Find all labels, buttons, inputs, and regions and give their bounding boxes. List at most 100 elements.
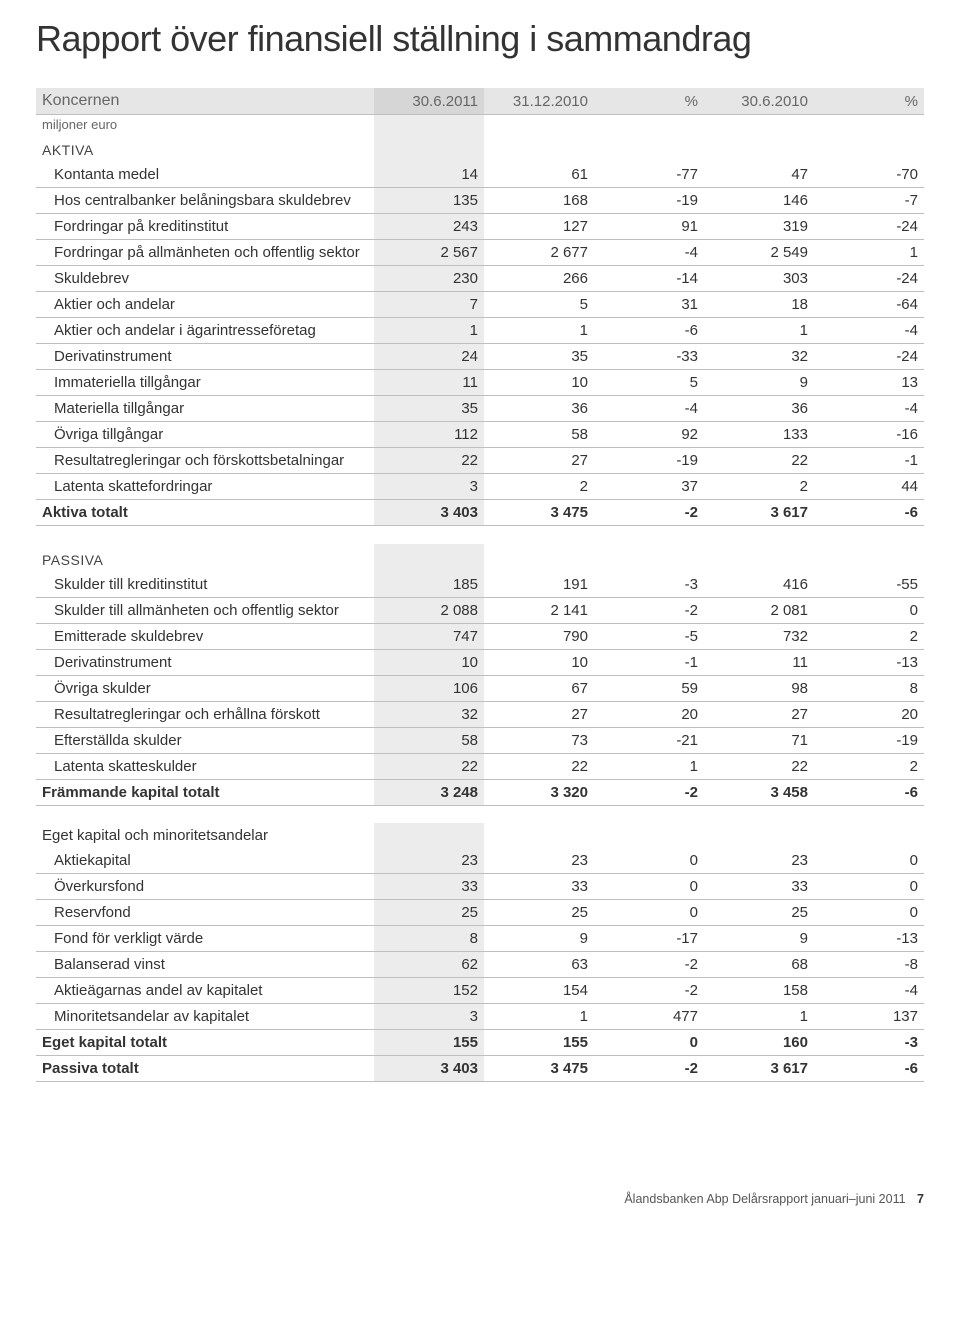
row-c2: 23 <box>484 848 594 874</box>
row-c4: 27 <box>704 701 814 727</box>
row-c4: 158 <box>704 978 814 1004</box>
row-c5: -19 <box>814 727 924 753</box>
equity-total-label: Eget kapital totalt <box>36 1030 374 1056</box>
row-c5: -24 <box>814 344 924 370</box>
row-c2: 27 <box>484 448 594 474</box>
row-c1: 185 <box>374 572 484 598</box>
row-c2: 35 <box>484 344 594 370</box>
row-c1: 14 <box>374 162 484 188</box>
aktiva-total-c1: 3 403 <box>374 500 484 526</box>
row-c4: 9 <box>704 926 814 952</box>
row-c3: -1 <box>594 649 704 675</box>
row-c3: -19 <box>594 188 704 214</box>
table-row: Efterställda skulder5873-2171-19 <box>36 727 924 753</box>
row-c1: 3 <box>374 1004 484 1030</box>
section-aktiva: AKTIVA <box>36 134 924 162</box>
passiva-grand-total-c5: -6 <box>814 1056 924 1082</box>
row-label: Materiella tillgångar <box>36 396 374 422</box>
row-c1: 106 <box>374 675 484 701</box>
row-c5: -70 <box>814 162 924 188</box>
aktiva-total-c2: 3 475 <box>484 500 594 526</box>
row-c4: 47 <box>704 162 814 188</box>
row-label: Övriga skulder <box>36 675 374 701</box>
row-c3: 477 <box>594 1004 704 1030</box>
row-c3: -77 <box>594 162 704 188</box>
table-row: Hos centralbanker belåningsbara skuldebr… <box>36 188 924 214</box>
table-row: Emitterade skuldebrev747790-57322 <box>36 623 924 649</box>
row-label: Derivatinstrument <box>36 649 374 675</box>
passiva-total-label: Främmande kapital totalt <box>36 779 374 805</box>
row-c1: 33 <box>374 874 484 900</box>
row-c4: 11 <box>704 649 814 675</box>
row-c5: 0 <box>814 848 924 874</box>
row-c1: 112 <box>374 422 484 448</box>
row-c3: 1 <box>594 753 704 779</box>
equity-total-c4: 160 <box>704 1030 814 1056</box>
row-c1: 22 <box>374 753 484 779</box>
row-label: Fond för verkligt värde <box>36 926 374 952</box>
row-label: Fordringar på allmänheten och offentlig … <box>36 240 374 266</box>
header-col3: % <box>594 88 704 115</box>
row-c1: 230 <box>374 266 484 292</box>
row-c4: 319 <box>704 214 814 240</box>
table-row: Aktieägarnas andel av kapitalet152154-21… <box>36 978 924 1004</box>
passiva-total-c4: 3 458 <box>704 779 814 805</box>
section-passiva-label: PASSIVA <box>36 544 374 572</box>
row-c2: 67 <box>484 675 594 701</box>
row-c5: -55 <box>814 572 924 598</box>
row-c4: 9 <box>704 370 814 396</box>
row-c1: 747 <box>374 623 484 649</box>
passiva-total-c5: -6 <box>814 779 924 805</box>
row-c2: 61 <box>484 162 594 188</box>
table-row: Derivatinstrument2435-3332-24 <box>36 344 924 370</box>
table-row: Derivatinstrument1010-111-13 <box>36 649 924 675</box>
passiva-total-c1: 3 248 <box>374 779 484 805</box>
table-row: Resultatregleringar och erhållna förskot… <box>36 701 924 727</box>
header-col5: % <box>814 88 924 115</box>
row-c4: 23 <box>704 848 814 874</box>
row-label: Aktieägarnas andel av kapitalet <box>36 978 374 1004</box>
footer: Ålandsbanken Abp Delårsrapport januari–j… <box>36 1192 924 1206</box>
row-label: Latenta skatteskulder <box>36 753 374 779</box>
table-row: Aktiekapital23230230 <box>36 848 924 874</box>
table-row: Latenta skatteskulder22221222 <box>36 753 924 779</box>
row-c5: -64 <box>814 292 924 318</box>
row-c2: 10 <box>484 649 594 675</box>
row-c4: 303 <box>704 266 814 292</box>
header-label: Koncernen <box>36 88 374 115</box>
row-c4: 33 <box>704 874 814 900</box>
row-label: Övriga tillgångar <box>36 422 374 448</box>
row-label: Minoritetsandelar av kapitalet <box>36 1004 374 1030</box>
row-c1: 10 <box>374 649 484 675</box>
table-row: Resultatregleringar och förskottsbetalni… <box>36 448 924 474</box>
passiva-grand-total-c2: 3 475 <box>484 1056 594 1082</box>
row-c2: 73 <box>484 727 594 753</box>
row-c4: 146 <box>704 188 814 214</box>
row-c2: 22 <box>484 753 594 779</box>
row-c1: 58 <box>374 727 484 753</box>
table-row: Fond för verkligt värde89-179-13 <box>36 926 924 952</box>
row-c5: 44 <box>814 474 924 500</box>
row-c3: -2 <box>594 978 704 1004</box>
header-col1: 30.6.2011 <box>374 88 484 115</box>
row-label: Reservfond <box>36 900 374 926</box>
row-c1: 25 <box>374 900 484 926</box>
section-equity-label: Eget kapital och minoritetsandelar <box>36 823 374 848</box>
row-c2: 2 <box>484 474 594 500</box>
row-c2: 36 <box>484 396 594 422</box>
row-c2: 63 <box>484 952 594 978</box>
row-c2: 154 <box>484 978 594 1004</box>
row-c5: 8 <box>814 675 924 701</box>
aktiva-total-c5: -6 <box>814 500 924 526</box>
row-c1: 11 <box>374 370 484 396</box>
passiva-grand-total-row: Passiva totalt 3 403 3 475 -2 3 617 -6 <box>36 1056 924 1082</box>
row-label: Efterställda skulder <box>36 727 374 753</box>
footer-page-number: 7 <box>909 1192 924 1206</box>
row-label: Resultatregleringar och erhållna förskot… <box>36 701 374 727</box>
row-c3: 5 <box>594 370 704 396</box>
row-c5: -24 <box>814 214 924 240</box>
row-c2: 25 <box>484 900 594 926</box>
row-c2: 5 <box>484 292 594 318</box>
row-c3: -3 <box>594 572 704 598</box>
row-c4: 1 <box>704 1004 814 1030</box>
